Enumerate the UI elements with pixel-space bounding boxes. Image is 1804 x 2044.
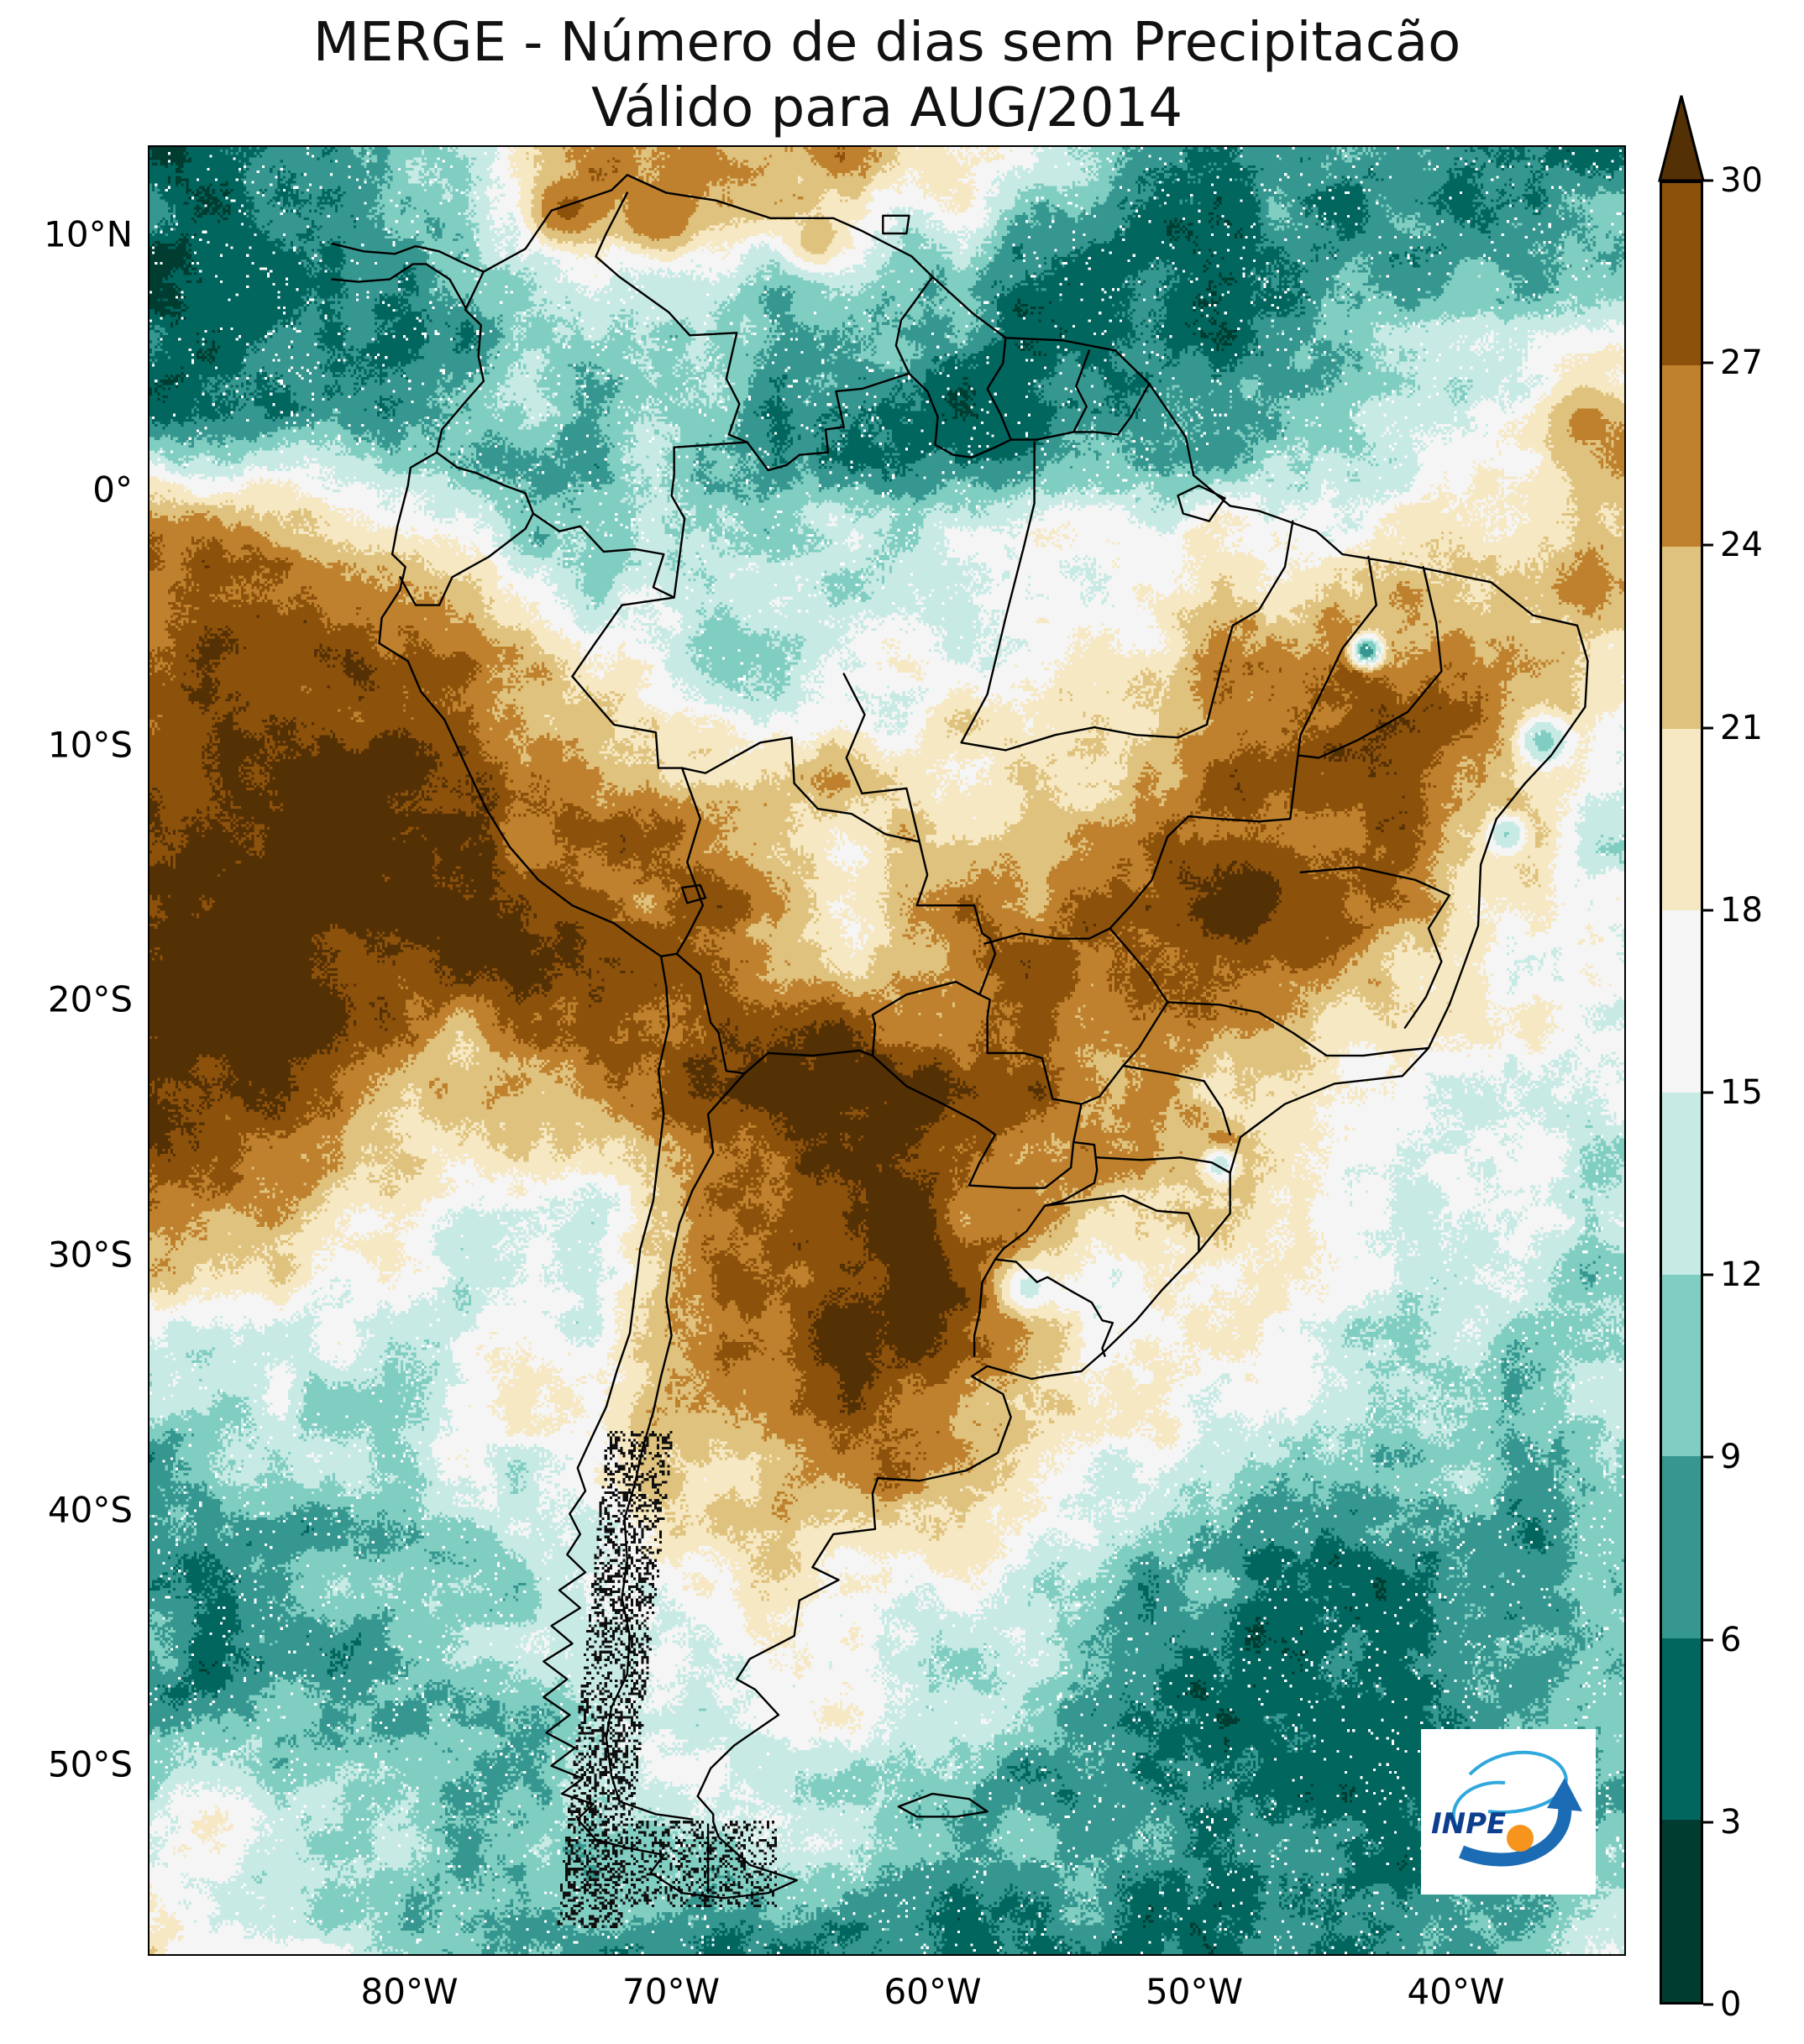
colorbar-segment bbox=[1662, 910, 1701, 1093]
logo-arrow-head bbox=[1547, 1778, 1582, 1811]
logo-orbit-arc2 bbox=[1451, 1780, 1506, 1832]
x-axis-tick-label: 50°W bbox=[1146, 1971, 1243, 2012]
y-axis-tick-label: 0° bbox=[92, 469, 133, 511]
figure-title: MERGE - Número de dias sem Precipitacão … bbox=[148, 10, 1626, 141]
colorbar-tick-mark bbox=[1703, 1273, 1713, 1276]
inpe-logo-graphic: INPE bbox=[1431, 1750, 1582, 1867]
colorbar-segment bbox=[1662, 364, 1701, 548]
border-lines bbox=[331, 174, 1589, 1900]
colorbar-tick-mark bbox=[1703, 1638, 1713, 1642]
colorbar-tick-label: 30 bbox=[1720, 161, 1763, 200]
colorbar-tick-label: 27 bbox=[1720, 343, 1763, 383]
x-axis-tick-label: 70°W bbox=[622, 1971, 720, 2012]
colorbar-extend-arrow bbox=[1658, 95, 1705, 182]
y-axis-tick-label: 10°S bbox=[47, 724, 133, 766]
colorbar-tick-mark bbox=[1703, 909, 1713, 912]
colorbar-tick-label: 21 bbox=[1720, 708, 1763, 747]
colorbar-tick-mark bbox=[1703, 726, 1713, 730]
colorbar-tick-label: 9 bbox=[1720, 1438, 1742, 1477]
colorbar-segment bbox=[1662, 728, 1701, 911]
colorbar-segment bbox=[1662, 1820, 1701, 2002]
colorbar-tick-mark bbox=[1703, 1455, 1713, 1459]
y-axis-tick-label: 10°N bbox=[44, 213, 133, 255]
figure-title-line1: MERGE - Número de dias sem Precipitacão bbox=[312, 12, 1461, 74]
colorbar-segment bbox=[1662, 547, 1701, 729]
x-axis-tick-label: 40°W bbox=[1407, 1971, 1505, 2012]
colorbar-tick-mark bbox=[1703, 2003, 1713, 2006]
colorbar-segment bbox=[1662, 1274, 1701, 1457]
colorbar-segment bbox=[1662, 183, 1701, 365]
map-plot-area: INPE bbox=[148, 145, 1626, 1956]
colorbar-tick-label: 15 bbox=[1720, 1073, 1763, 1112]
colorbar-over-arrow bbox=[1658, 95, 1705, 182]
precipitation-heatmap-canvas bbox=[149, 147, 1624, 1954]
colorbar-tick-mark bbox=[1703, 1821, 1713, 1824]
logo-arrow-shaft bbox=[1458, 1804, 1572, 1867]
colorbar-segment bbox=[1662, 1092, 1701, 1275]
colorbar-tick-mark bbox=[1703, 1091, 1713, 1094]
colorbar-tick-mark bbox=[1703, 543, 1713, 547]
x-axis-tick-label: 60°W bbox=[884, 1971, 982, 2012]
y-axis-tick-label: 50°S bbox=[47, 1743, 133, 1785]
y-axis-tick-label: 30°S bbox=[47, 1234, 133, 1276]
colorbar-segment bbox=[1662, 1456, 1701, 1638]
y-axis-tick-label: 40°S bbox=[47, 1489, 133, 1531]
logo-orbit-arc bbox=[1468, 1750, 1568, 1814]
colorbar bbox=[1660, 181, 1703, 2005]
logo-orange-dot bbox=[1507, 1825, 1534, 1852]
colorbar-tick-label: 3 bbox=[1720, 1802, 1742, 1842]
coastline-borders-overlay bbox=[331, 174, 1589, 1900]
colorbar-tick-mark bbox=[1703, 361, 1713, 364]
colorbar-tick-mark bbox=[1703, 179, 1713, 182]
x-axis-tick-label: 80°W bbox=[360, 1971, 459, 2012]
colorbar-tick-label: 12 bbox=[1720, 1255, 1763, 1295]
y-axis-tick-label: 20°S bbox=[47, 978, 133, 1020]
logo-text: INPE bbox=[1431, 1807, 1506, 1841]
inpe-logo: INPE bbox=[1421, 1729, 1596, 1895]
figure-title-line2: Válido para AUG/2014 bbox=[590, 77, 1183, 140]
colorbar-tick-label: 0 bbox=[1720, 1985, 1742, 2024]
colorbar-tick-label: 24 bbox=[1720, 526, 1763, 565]
colorbar-tick-label: 18 bbox=[1720, 890, 1763, 930]
colorbar-tick-label: 6 bbox=[1720, 1620, 1742, 1659]
colorbar-segment bbox=[1662, 1638, 1701, 1821]
